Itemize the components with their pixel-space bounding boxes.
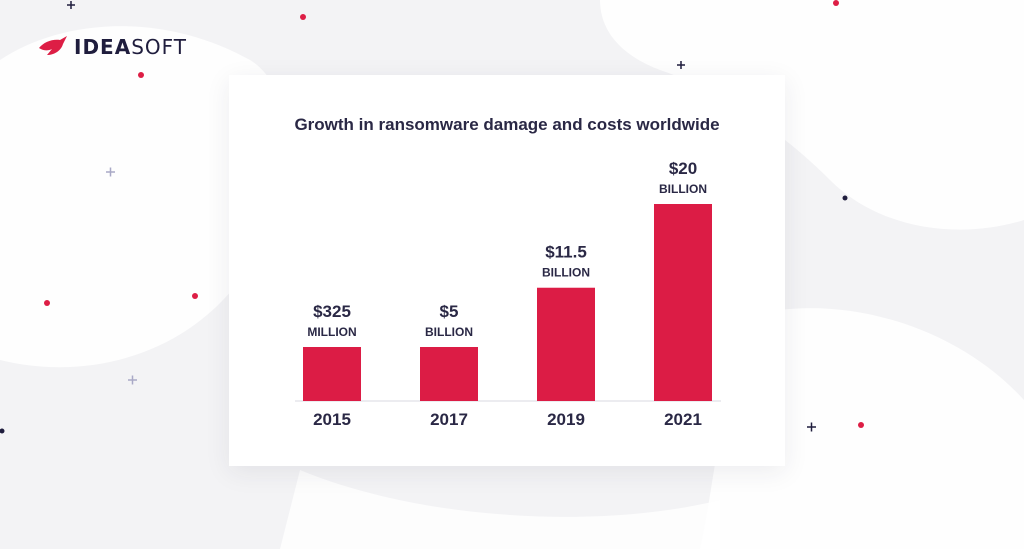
bar-2015 xyxy=(303,347,361,401)
data-label-unit: BILLION xyxy=(542,266,590,280)
bg-blob-right-top xyxy=(600,0,1024,230)
x-tick-label: 2019 xyxy=(547,410,585,429)
data-label-amount: $325 xyxy=(313,302,351,321)
ideasoft-logo: IDEA SOFT xyxy=(38,34,187,60)
red-dot xyxy=(138,72,144,78)
bg-blob-bottom xyxy=(280,470,720,549)
data-label-unit: MILLION xyxy=(307,325,356,339)
data-label-amount: $5 xyxy=(440,302,459,321)
logo-wordmark: IDEA SOFT xyxy=(74,35,187,59)
logo-text-bold: IDEA xyxy=(74,35,132,59)
bar-2021 xyxy=(654,204,712,401)
x-tick-label: 2015 xyxy=(313,410,351,429)
logo-text-regular: SOFT xyxy=(131,35,187,59)
chart-card: Growth in ransomware damage and costs wo… xyxy=(229,75,785,466)
plus-sign xyxy=(106,167,115,177)
chart-title: Growth in ransomware damage and costs wo… xyxy=(294,115,720,134)
data-label-amount: $11.5 xyxy=(545,243,587,262)
red-dot xyxy=(858,422,864,428)
plus-sign xyxy=(807,422,816,432)
red-bird-icon xyxy=(39,36,67,55)
data-label-unit: BILLION xyxy=(425,325,473,339)
bg-blob-left xyxy=(0,26,287,368)
red-dot xyxy=(44,300,50,306)
red-dot xyxy=(192,293,198,299)
bar-2019 xyxy=(537,287,595,401)
bar-chart: $325 MILLION 2015 $5 BILLION 2017 $11.5 BILLION… xyxy=(295,159,721,429)
bar-2017 xyxy=(420,347,478,401)
plus-sign xyxy=(128,375,137,385)
data-label-amount: $20 xyxy=(669,159,697,178)
plus-sign xyxy=(677,61,685,69)
red-dot xyxy=(300,14,306,20)
plus-sign xyxy=(67,1,75,9)
data-label-unit: BILLION xyxy=(659,182,707,196)
x-tick-label: 2021 xyxy=(664,410,702,429)
x-tick-label: 2017 xyxy=(430,410,468,429)
dark-dot xyxy=(842,195,848,201)
red-dot xyxy=(833,0,839,6)
dark-dot xyxy=(0,428,5,434)
